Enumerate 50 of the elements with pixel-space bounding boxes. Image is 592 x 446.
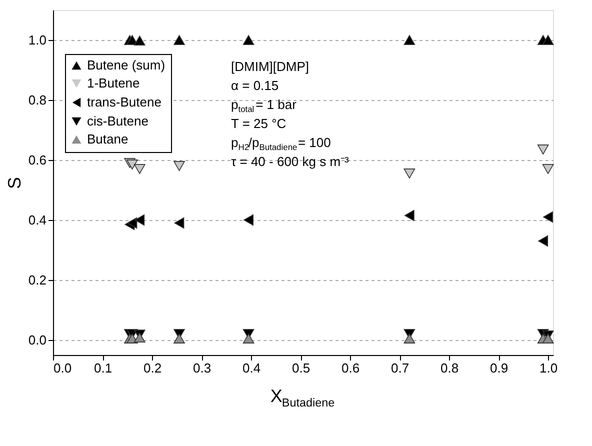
point — [174, 334, 185, 344]
point — [134, 332, 146, 343]
y-tick-label: 0.6 — [28, 152, 46, 168]
point — [134, 164, 146, 174]
legend-label: 1-Butene — [87, 76, 140, 90]
y-tick-label: 1.0 — [28, 32, 46, 48]
x-tick-label: 1.0 — [540, 360, 558, 376]
x-tick-label: 0.6 — [341, 360, 360, 376]
point — [404, 334, 416, 344]
x-tick-label: 0.4 — [242, 360, 261, 376]
y-tick-label: 0.4 — [28, 212, 46, 228]
point — [404, 35, 416, 45]
point — [542, 35, 554, 45]
point — [242, 35, 254, 45]
point — [242, 334, 254, 344]
x-tick-label: 0.9 — [490, 360, 508, 376]
point — [174, 35, 185, 45]
point — [404, 210, 414, 222]
legend-label: Butene (sum) — [87, 58, 166, 72]
y-tick-label: 0.2 — [28, 272, 46, 288]
x-tick-label: 0.7 — [390, 360, 410, 376]
annotation: T = 25 °C — [231, 116, 286, 131]
point — [538, 235, 548, 247]
point — [126, 160, 138, 170]
y-tick-label: 0.8 — [28, 92, 46, 108]
legend-label: Butane — [87, 132, 128, 146]
legend-label: trans-Butene — [87, 94, 162, 110]
annotation: τ = 40 - 600 kg s m⁻³ — [231, 154, 350, 169]
point — [543, 211, 553, 223]
annotation: [DMIM][DMP] — [231, 59, 309, 74]
point — [127, 217, 138, 229]
x-tick-label: 0.2 — [143, 360, 162, 376]
point — [404, 168, 416, 178]
legend-label: cis-Butene — [87, 114, 148, 128]
y-tick-label: 0.0 — [28, 332, 46, 348]
x-tick-label: 0.8 — [440, 360, 459, 376]
annotation: α = 0.15 — [231, 78, 279, 93]
point — [134, 36, 146, 46]
point — [244, 214, 254, 226]
point — [174, 161, 185, 171]
x-tick-label: 0.1 — [94, 360, 112, 376]
point — [174, 217, 184, 229]
point — [542, 334, 554, 344]
x-tick-label: 0.5 — [292, 360, 310, 376]
x-tick-label: 0.3 — [192, 360, 212, 376]
point — [134, 214, 145, 226]
y-axis-title: S — [4, 176, 24, 190]
point — [537, 144, 549, 154]
x-tick-label: 0.0 — [54, 360, 72, 376]
point — [542, 164, 554, 174]
